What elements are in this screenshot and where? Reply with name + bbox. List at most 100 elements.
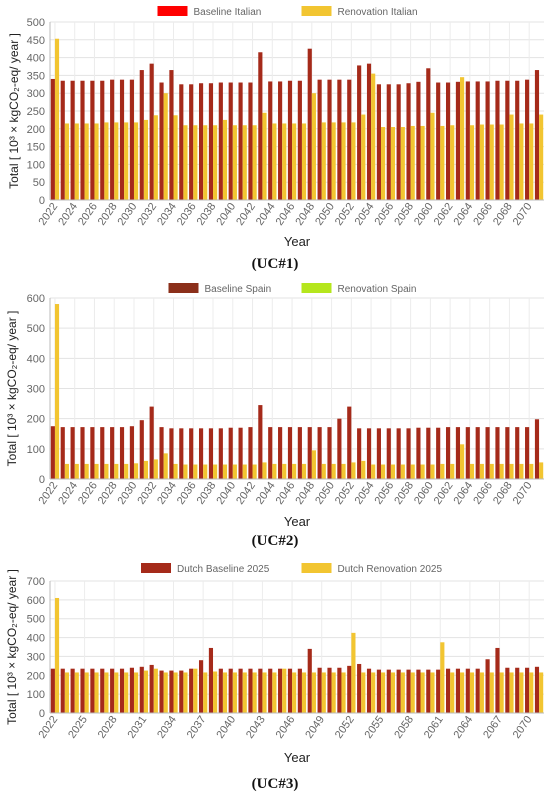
uc2-x-tick-label: 2032 — [135, 480, 159, 507]
uc1-bar-renovation-2046 — [292, 123, 297, 200]
uc1-bar-baseline-2027 — [100, 80, 105, 200]
uc2-bar-baseline-2028 — [110, 427, 115, 479]
uc3-bar-renovation-2041 — [242, 672, 247, 713]
uc1-bar-renovation-2023 — [64, 123, 69, 200]
uc3-bar-renovation-2064 — [469, 672, 475, 713]
uc2-bar-renovation-2041 — [242, 464, 247, 479]
uc1-x-tick-label: 2030 — [116, 201, 140, 228]
uc3-bar-baseline-2032 — [149, 664, 154, 713]
uc2-bar-renovation-2031 — [143, 460, 149, 479]
uc2-x-tick-label: 2064 — [451, 480, 475, 507]
uc3-bar-baseline-2068 — [505, 667, 510, 713]
uc3-bar-renovation-2024 — [74, 672, 79, 713]
uc2-bar-baseline-2022 — [50, 426, 55, 479]
uc3-y-tick-label: 100 — [27, 689, 45, 701]
caption-uc2: (UC#2) — [251, 533, 299, 549]
uc3-bar-baseline-2044 — [268, 668, 273, 713]
uc2-bar-baseline-2035 — [179, 428, 184, 479]
uc3-bar-baseline-2058 — [406, 669, 411, 713]
uc2-bar-renovation-2024 — [74, 463, 79, 479]
uc2-bar-renovation-2032 — [153, 459, 158, 479]
uc1-y-tick-label: 450 — [27, 35, 45, 47]
uc3-legend-swatch-baseline — [141, 563, 171, 573]
uc1-bar-baseline-2023 — [60, 80, 65, 200]
caption-uc1: (UC#1) — [251, 256, 299, 272]
uc3-bar-baseline-2050 — [327, 667, 332, 713]
uc3-bar-baseline-2069 — [515, 667, 520, 713]
uc2-bar-baseline-2053 — [357, 428, 362, 479]
uc1-bar-baseline-2063 — [455, 81, 461, 200]
uc1-y-tick-label: 50 — [33, 177, 45, 189]
uc3-bar-baseline-2057 — [396, 669, 401, 713]
uc1-bar-renovation-2032 — [153, 115, 158, 200]
uc3-x-tick-label: 2025 — [66, 714, 90, 741]
uc1-bar-renovation-2069 — [519, 123, 524, 200]
uc1-bar-renovation-2057 — [400, 127, 405, 200]
uc2-x-tick-label: 2046 — [274, 480, 298, 507]
uc2-bar-baseline-2033 — [159, 427, 164, 479]
uc2-bar-renovation-2039 — [222, 464, 228, 479]
uc2-bar-renovation-2063 — [460, 444, 465, 479]
uc1-bar-renovation-2024 — [74, 123, 79, 200]
uc2-bar-renovation-2065 — [479, 463, 484, 479]
uc2-x-tick-label: 2034 — [155, 480, 179, 507]
uc2-x-tick-label: 2066 — [471, 480, 495, 507]
uc1-bar-baseline-2025 — [80, 80, 85, 200]
uc2-x-tick-label: 2026 — [76, 480, 100, 507]
uc2-x-tick-label: 2042 — [234, 480, 258, 507]
uc3-bar-baseline-2022 — [50, 668, 55, 713]
uc2-bar-renovation-2029 — [124, 463, 129, 479]
uc1-y-tick-label: 100 — [27, 159, 45, 171]
uc3-bar-baseline-2067 — [495, 647, 500, 713]
uc3-bar-baseline-2070 — [525, 667, 530, 713]
uc3-bar-baseline-2054 — [366, 668, 372, 713]
uc1-bar-baseline-2059 — [416, 81, 421, 200]
uc3-x-tick-label: 2070 — [511, 714, 535, 741]
uc3-bar-baseline-2038 — [208, 647, 214, 713]
uc3-bar-renovation-2033 — [163, 672, 168, 713]
caption-uc3: (UC#3) — [251, 776, 299, 792]
uc3-legend-label-baseline: Dutch Baseline 2025 — [177, 564, 270, 575]
uc3-bar-renovation-2065 — [479, 672, 484, 713]
uc3-bar-baseline-2028 — [110, 668, 115, 713]
uc3-bar-renovation-2026 — [94, 672, 99, 713]
uc2-bar-baseline-2044 — [268, 427, 273, 479]
uc2-bar-baseline-2056 — [386, 428, 391, 479]
uc1-bar-renovation-2031 — [143, 119, 149, 200]
uc2-bar-renovation-2050 — [331, 463, 336, 479]
uc1-x-tick-label: 2060 — [412, 201, 436, 228]
uc1-y-tick-label: 200 — [27, 124, 45, 136]
uc3-bar-renovation-2070 — [529, 672, 534, 713]
uc3-x-tick-label: 2058 — [392, 714, 416, 741]
uc3-bar-baseline-2024 — [70, 668, 75, 713]
uc2-bar-renovation-2026 — [94, 463, 99, 479]
uc3-bar-renovation-2030 — [133, 672, 139, 713]
uc3-bar-renovation-2053 — [361, 672, 366, 713]
uc2-y-tick-label: 200 — [27, 414, 45, 426]
uc2-bar-renovation-2056 — [390, 464, 396, 479]
uc2-x-tick-label: 2062 — [432, 480, 456, 507]
uc1-y-tick-label: 400 — [27, 53, 45, 65]
uc2-bar-renovation-2064 — [469, 463, 475, 479]
uc3-bar-baseline-2063 — [455, 668, 461, 713]
uc2-bar-baseline-2023 — [60, 427, 65, 479]
uc1-x-tick-label: 2048 — [293, 201, 317, 228]
uc1-bar-baseline-2038 — [208, 83, 214, 200]
uc1-bar-baseline-2045 — [278, 81, 283, 200]
uc1-bar-baseline-2053 — [357, 65, 362, 200]
uc1-legend-swatch-baseline — [157, 6, 188, 16]
uc2-bar-baseline-2031 — [139, 420, 144, 479]
uc1-bar-renovation-2039 — [222, 119, 228, 200]
uc3-y-tick-label: 300 — [27, 651, 45, 663]
uc1-bar-renovation-2054 — [371, 73, 376, 200]
uc3-bar-baseline-2042 — [248, 668, 253, 713]
uc2-y-tick-label: 500 — [27, 323, 45, 335]
uc3-bar-baseline-2052 — [347, 665, 352, 713]
uc1-x-tick-label: 2070 — [511, 201, 535, 228]
uc1-bar-renovation-2063 — [460, 77, 465, 200]
uc2-bar-renovation-2027 — [104, 463, 109, 479]
uc2-bar-baseline-2061 — [436, 427, 441, 479]
uc2-bar-renovation-2047 — [301, 463, 307, 479]
uc3-bar-renovation-2023 — [64, 672, 69, 713]
